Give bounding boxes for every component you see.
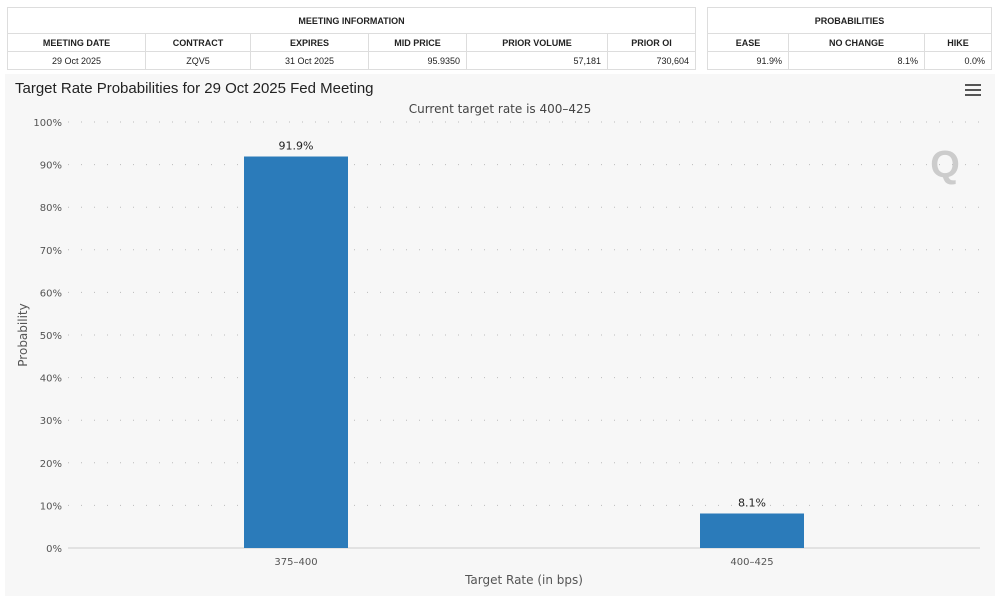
col-no-change: NO CHANGE (788, 33, 925, 52)
bar-400–425 (700, 513, 804, 548)
y-tick-label: 50% (40, 331, 62, 342)
prior-volume: 57,181 (466, 51, 608, 70)
y-tick-label: 30% (40, 416, 62, 427)
probabilities-table: PROBABILITIES EASE NO CHANGE HIKE 91.9% … (707, 7, 992, 70)
data-label: 91.9% (279, 140, 314, 153)
table-row: 29 Oct 2025 ZQV5 31 Oct 2025 95.9350 57,… (7, 51, 696, 70)
meeting-information-title: MEETING INFORMATION (7, 7, 696, 34)
expires: 31 Oct 2025 (250, 51, 369, 70)
probabilities-title: PROBABILITIES (707, 7, 992, 34)
chart-menu-icon[interactable] (965, 84, 981, 96)
chart-title: Target Rate Probabilities for 29 Oct 202… (15, 80, 374, 97)
watermark-logo: Q (930, 144, 960, 186)
y-tick-label: 70% (40, 246, 62, 257)
hike-value: 0.0% (924, 51, 992, 70)
y-tick-label: 60% (40, 288, 62, 299)
bar-375–400 (244, 156, 348, 549)
col-expires: EXPIRES (250, 33, 369, 52)
col-contract: CONTRACT (145, 33, 251, 52)
y-tick-label: 90% (40, 161, 62, 172)
y-tick-label: 100% (33, 118, 62, 129)
x-tick-label: 400–425 (730, 557, 773, 568)
y-tick-label: 80% (40, 203, 62, 214)
y-tick-label: 0% (46, 544, 62, 555)
meeting-date: 29 Oct 2025 (7, 51, 146, 70)
no-change-value: 8.1% (788, 51, 925, 70)
x-axis-title: Target Rate (in bps) (464, 573, 583, 587)
contract: ZQV5 (145, 51, 251, 70)
x-tick-label: 375–400 (274, 557, 317, 568)
col-prior-oi: PRIOR OI (607, 33, 696, 52)
data-label: 8.1% (738, 496, 766, 509)
chart-subtitle: Current target rate is 400–425 (408, 102, 592, 116)
y-tick-label: 20% (40, 459, 62, 470)
col-mid-price: MID PRICE (368, 33, 467, 52)
mid-price: 95.9350 (368, 51, 467, 70)
meeting-information-table: MEETING INFORMATION MEETING DATE CONTRAC… (7, 7, 696, 70)
col-prior-volume: PRIOR VOLUME (466, 33, 608, 52)
ease-value: 91.9% (707, 51, 789, 70)
prior-oi: 730,604 (607, 51, 696, 70)
col-hike: HIKE (924, 33, 992, 52)
y-tick-label: 40% (40, 374, 62, 385)
col-meeting-date: MEETING DATE (7, 33, 146, 52)
y-tick-label: 10% (40, 501, 62, 512)
y-axis-title: Probability (16, 303, 30, 366)
bar-chart: Q 0% 10% 20% 30% 40% 50% 60% 70% 80% 90% 100% 91.9% 3… (16, 118, 980, 587)
col-ease: EASE (707, 33, 789, 52)
chart-container: Q 0% 10% 20% 30% 40% 50% 60% 70% 80% 90% 100% 91.9% 3… (5, 74, 995, 596)
table-row: 91.9% 8.1% 0.0% (707, 51, 992, 70)
